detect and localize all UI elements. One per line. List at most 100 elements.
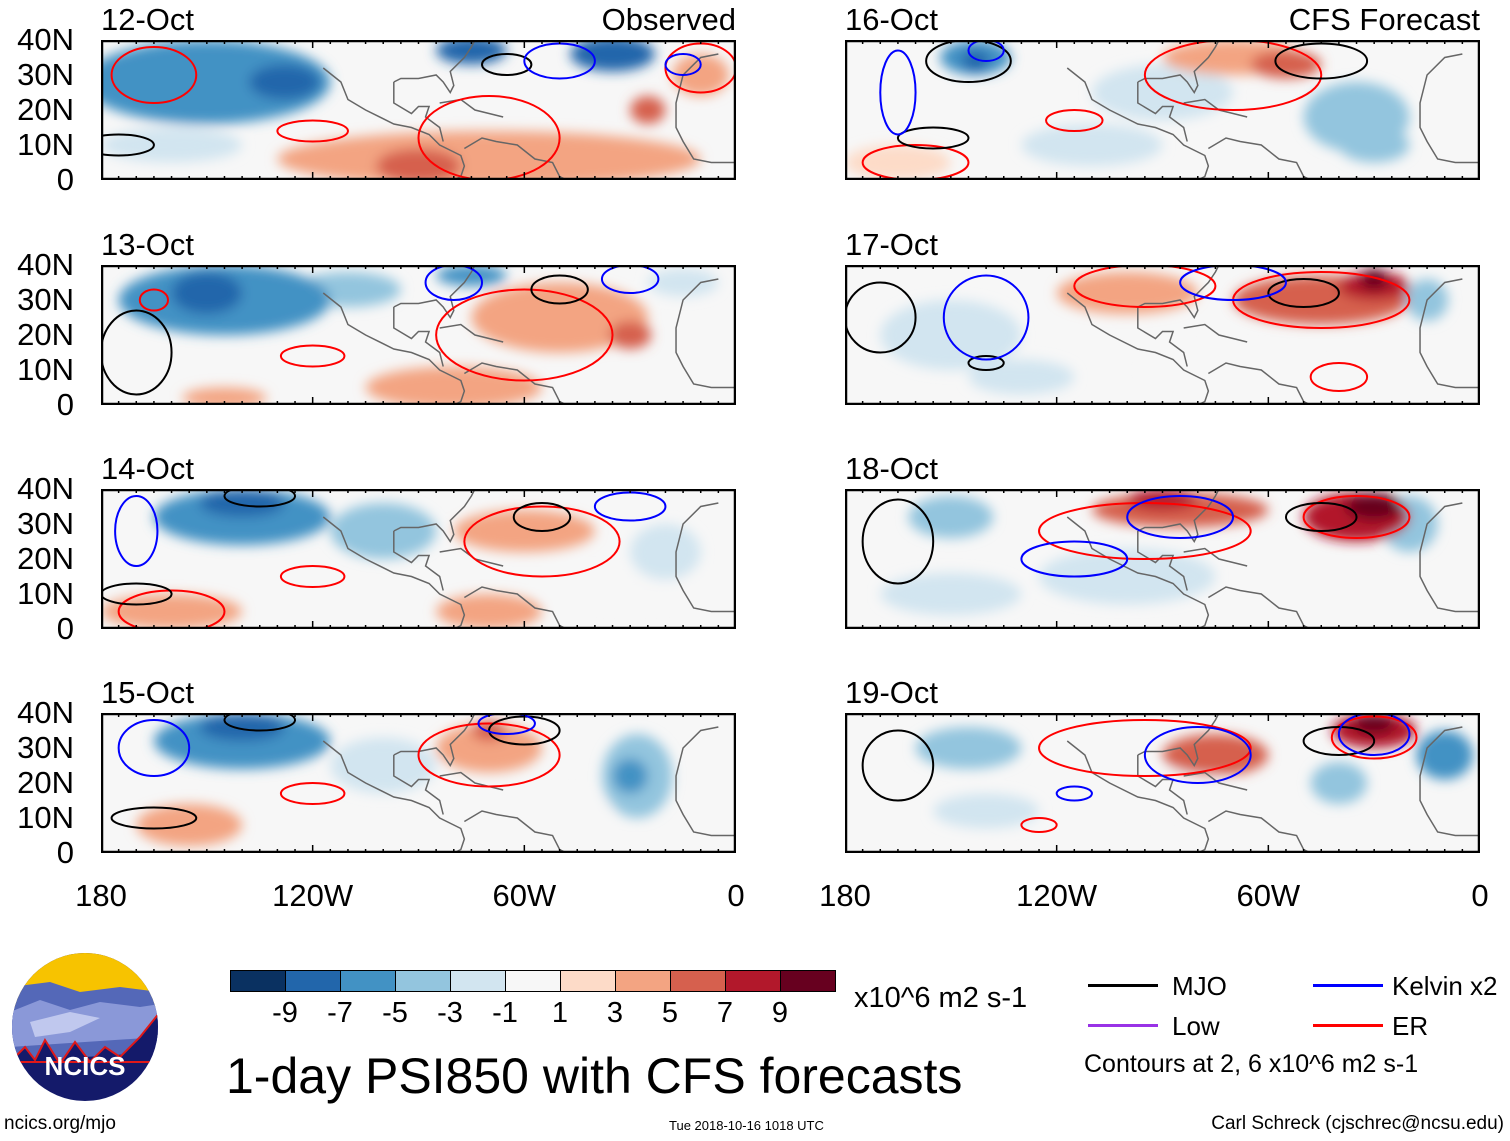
coastline (322, 67, 466, 180)
legend-low-label: Low (1172, 1011, 1220, 1041)
contour-kelvin (664, 53, 702, 76)
contour-mjo (101, 309, 173, 396)
colorbar-label: 5 (661, 997, 679, 1029)
contour-er (1045, 109, 1104, 132)
ncics-logo: NCICS (10, 952, 160, 1102)
anomaly-blob (1021, 124, 1163, 166)
anomaly-blob (436, 723, 542, 773)
contour-er (463, 505, 621, 578)
coastline (1419, 502, 1480, 613)
legend-kelvin-line (1313, 984, 1383, 987)
anomaly-blob (330, 503, 437, 559)
lat-label: 10N (17, 576, 74, 611)
contour-mjo (223, 713, 297, 732)
colorbar-label: -9 (272, 997, 298, 1029)
coastline (322, 516, 466, 629)
colorbar-units: x10^6 m2 s-1 (854, 982, 1028, 1014)
map-panel-17-Oct (845, 265, 1480, 405)
colorbar-label: 1 (551, 997, 569, 1029)
lat-label: 30N (17, 730, 74, 765)
map-panel-18-Oct (845, 489, 1480, 629)
coastline (393, 307, 444, 367)
coastline (675, 278, 736, 389)
anomaly-blob (630, 96, 666, 124)
lat-label: 20N (17, 92, 74, 127)
anomaly-blob (376, 148, 461, 180)
coastline (1137, 40, 1220, 94)
lon-label: 120W (272, 878, 354, 913)
coastline (1066, 67, 1210, 180)
coastline (393, 40, 476, 94)
anomaly-blob (1360, 268, 1389, 290)
anomaly-blob (968, 359, 1075, 395)
lat-label: 0 (56, 162, 74, 197)
contour-er (1302, 495, 1411, 539)
contour-mjo (1302, 726, 1376, 756)
anomaly-blob (101, 594, 243, 629)
anomaly-blob (436, 594, 542, 629)
anomaly-blob (570, 40, 655, 72)
colorbar-label: 3 (606, 997, 624, 1029)
legend-kelvin-label: Kelvin x2 (1392, 971, 1498, 1001)
contour-kelvin (114, 495, 159, 567)
anomaly-blob (961, 50, 990, 72)
coastline (1183, 771, 1248, 791)
colorbar-swatch (450, 970, 506, 992)
anomaly-blob (136, 804, 243, 846)
contour-er (117, 589, 226, 629)
anomaly-blob (915, 727, 1022, 769)
coastline (1207, 362, 1311, 405)
contour-mjo (845, 281, 917, 354)
coastline (463, 586, 567, 629)
anomaly-blob (365, 366, 542, 405)
colorbar-swatch (505, 970, 561, 992)
lat-label: 10N (17, 800, 74, 835)
footer-url[interactable]: ncics.org/mjo (4, 1113, 116, 1134)
coastline (675, 53, 736, 164)
anomaly-blob (436, 265, 507, 286)
colorbar-swatch (395, 970, 451, 992)
anomaly-blob (506, 793, 613, 829)
lon-label: 0 (727, 878, 745, 913)
contour-er (279, 565, 346, 588)
anomaly-blob (249, 64, 320, 100)
contour-mjo (896, 126, 970, 150)
panel-date: 19-Oct (845, 675, 939, 710)
coastline (463, 137, 567, 180)
colorbar-label: 7 (716, 997, 734, 1029)
contour-er (417, 722, 561, 788)
panel-date: 13-Oct (101, 227, 195, 262)
contour-mjo (861, 729, 935, 802)
colorbar-swatch (285, 970, 341, 992)
lat-label: 40N (17, 247, 74, 282)
observed-label: Observed (601, 2, 736, 37)
lat-label: 0 (56, 387, 74, 422)
coastline (1207, 586, 1311, 629)
contour-kelvin (117, 719, 191, 777)
lat-label: 20N (17, 317, 74, 352)
contour-er (1309, 362, 1369, 392)
coastline (1137, 755, 1188, 815)
lat-label: 10N (17, 352, 74, 387)
coastline (675, 726, 736, 837)
contour-mjo (512, 502, 572, 532)
anomaly-blob (1250, 50, 1322, 79)
colorbar-swatch (780, 970, 836, 992)
colorbar-label: -3 (437, 997, 463, 1029)
contour-mjo (101, 133, 155, 157)
lon-label: 60W (492, 878, 557, 913)
contour-kelvin (1126, 495, 1235, 539)
colorbar-label: 9 (771, 997, 789, 1029)
coastline (1183, 547, 1248, 567)
contour-er (138, 288, 170, 312)
lat-label: 10N (17, 127, 74, 162)
anomaly-blob (199, 713, 285, 741)
contour-mjo (223, 489, 297, 508)
lat-label: 40N (17, 695, 74, 730)
anomaly-blob (612, 758, 648, 794)
anomaly-blob (1091, 769, 1234, 811)
anomaly-blob (101, 127, 243, 163)
contour-note: Contours at 2, 6 x10^6 m2 s-1 (1084, 1050, 1419, 1078)
contour-kelvin (879, 49, 917, 136)
lat-label: 30N (17, 282, 74, 317)
